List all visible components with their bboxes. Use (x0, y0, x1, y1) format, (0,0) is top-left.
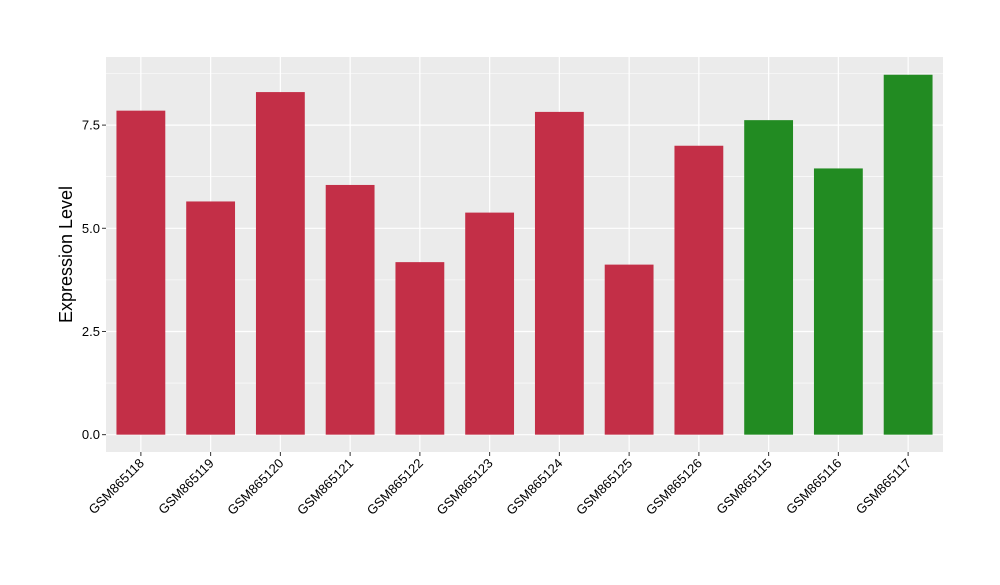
x-tick-label: GSM865124 (503, 456, 565, 518)
bar-GSM865119 (186, 201, 236, 435)
bar-GSM865122 (395, 262, 445, 435)
bar-GSM865118 (116, 110, 166, 435)
bar-GSM865121 (325, 184, 375, 435)
x-tick-label: GSM865120 (224, 456, 286, 518)
x-tick-label: GSM865117 (853, 456, 915, 518)
y-axis: 0.0 2.5 5.0 7.5 (82, 118, 106, 442)
y-tick-label: 0.0 (82, 427, 100, 442)
bar-GSM865116 (813, 168, 863, 435)
bar-GSM865123 (465, 212, 515, 435)
x-tick-label: GSM865125 (573, 456, 635, 518)
x-tick-label: GSM865116 (783, 456, 845, 518)
x-tick-label: GSM865123 (434, 456, 496, 518)
bar-GSM865124 (534, 111, 584, 435)
y-tick-label: 5.0 (82, 221, 100, 236)
x-tick-label: GSM865121 (294, 456, 356, 518)
x-tick-label: GSM865115 (713, 456, 775, 518)
bars-group (116, 74, 933, 435)
x-tick-label: GSM865122 (364, 456, 426, 518)
x-tick-label: GSM865119 (155, 456, 217, 518)
y-axis-title: Expression Level (56, 186, 76, 323)
y-tick-label: 2.5 (82, 324, 100, 339)
bar-GSM865117 (883, 74, 933, 435)
y-tick-label: 7.5 (82, 118, 100, 133)
plot-panel (106, 57, 943, 452)
x-tick-label: GSM865118 (85, 456, 147, 518)
bar-GSM865115 (744, 120, 794, 435)
bar-GSM865125 (604, 264, 654, 435)
bar-GSM865120 (255, 92, 305, 435)
minor-gridlines (106, 73, 943, 384)
x-axis: GSM865118 GSM865119 GSM865120 GSM865121 GSM8… (85, 452, 914, 518)
bar-GSM865126 (674, 145, 724, 435)
x-tick-label: GSM865126 (643, 456, 705, 518)
